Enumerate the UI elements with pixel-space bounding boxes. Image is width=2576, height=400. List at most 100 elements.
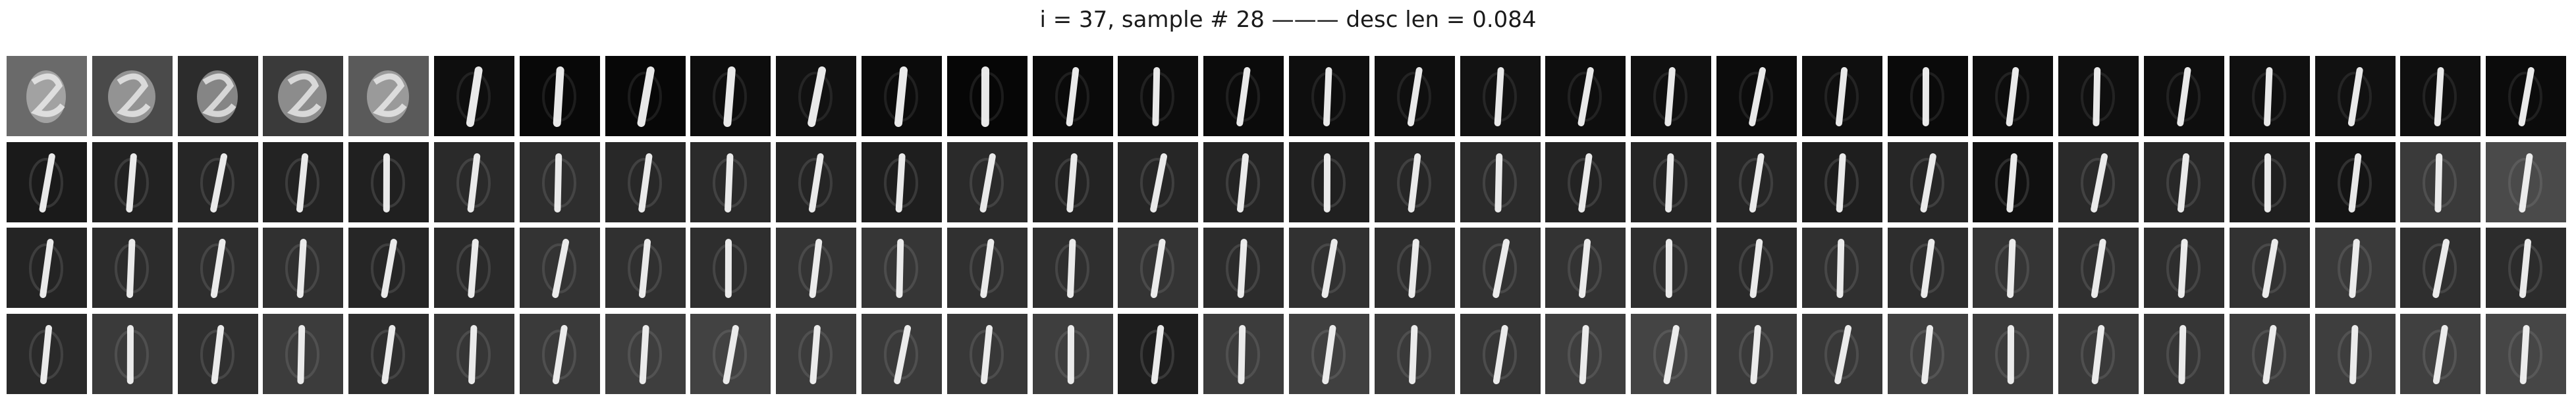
digit-stroke [2349, 325, 2359, 384]
digit-tile [1973, 142, 2053, 222]
digit-image [690, 314, 771, 394]
digit-image [1631, 228, 1711, 308]
digit-image [1888, 314, 1968, 394]
digit-image [1289, 142, 1369, 222]
digit-image [947, 56, 1028, 136]
digit-tile [178, 142, 258, 222]
digit-stroke [639, 325, 649, 384]
digit-tile [862, 314, 942, 394]
digit-stroke [116, 73, 151, 117]
digit-image [776, 314, 856, 394]
digit-image [1118, 142, 1198, 222]
digit-tile [1460, 228, 1541, 308]
digit-stroke [979, 153, 996, 213]
digit-stroke [809, 325, 821, 384]
digit-image [348, 314, 429, 394]
digit-tile [1888, 228, 1968, 308]
digit-tile [2144, 228, 2224, 308]
digit-tile [348, 56, 429, 136]
digit-tile [1289, 228, 1369, 308]
digit-tile [1460, 314, 1541, 394]
digit-tile [2315, 314, 2396, 394]
digit-stroke [1408, 153, 1421, 213]
digit-image [2315, 142, 2396, 222]
digit-tile [605, 56, 686, 136]
digit-image [605, 56, 686, 136]
digit-image [2058, 314, 2139, 394]
digit-stroke [1494, 153, 1503, 213]
digit-stroke [1067, 239, 1076, 298]
digit-image [7, 56, 87, 136]
digit-tile [92, 56, 173, 136]
digit-image [1973, 56, 2053, 136]
digit-image [520, 228, 600, 308]
digit-image [2486, 142, 2566, 222]
digit-image [862, 56, 942, 136]
digit-tile [2230, 228, 2310, 308]
digit-tile [1033, 314, 1113, 394]
digit-stroke [1577, 67, 1594, 126]
digit-stroke [211, 325, 225, 384]
digit-image [690, 56, 771, 136]
digit-stroke [2432, 239, 2450, 298]
digit-stroke [210, 239, 226, 298]
digit-tile [1203, 314, 1284, 394]
digit-stroke [1578, 153, 1593, 213]
digit-image [520, 142, 600, 222]
digit-image [520, 314, 600, 394]
digit-tile [947, 314, 1028, 394]
digit-image [1289, 56, 1369, 136]
digit-stroke [809, 239, 823, 298]
digit-stroke [287, 73, 321, 117]
digit-image [776, 142, 856, 222]
digit-tile [2230, 142, 2310, 222]
digit-tile [2400, 314, 2480, 394]
digit-image [1460, 56, 1541, 136]
digit-stroke [30, 73, 65, 117]
digit-tile [690, 314, 771, 394]
digit-stroke [2178, 325, 2187, 384]
digit-tile [1802, 56, 1882, 136]
digit-stroke [126, 153, 137, 213]
digit-image [348, 142, 429, 222]
digit-stroke [466, 66, 483, 127]
digit-image [1888, 228, 1968, 308]
digit-stroke [372, 73, 407, 117]
digit-stroke [1236, 67, 1251, 126]
digit-tile [1802, 142, 1882, 222]
digit-stroke [1836, 67, 1848, 126]
digit-tile [92, 314, 173, 394]
digit-tile [348, 142, 429, 222]
digit-tile [1545, 228, 1626, 308]
digit-tile [7, 314, 87, 394]
digit-image [1716, 228, 1797, 308]
digit-tile [1716, 314, 1797, 394]
digit-image [1716, 142, 1797, 222]
digit-stroke [2349, 239, 2360, 298]
digit-stroke [980, 239, 995, 298]
digit-image [1802, 142, 1882, 222]
digit-stroke [2262, 239, 2278, 298]
digit-tile [1289, 314, 1369, 394]
digit-tile [520, 142, 600, 222]
digit-tile [1545, 56, 1626, 136]
digit-tile [947, 56, 1028, 136]
digit-stroke [808, 66, 826, 127]
digit-image [434, 228, 514, 308]
digit-image [348, 56, 429, 136]
digit-stroke [202, 73, 236, 117]
digit-image [605, 142, 686, 222]
digit-tile [947, 142, 1028, 222]
digit-tile [434, 56, 514, 136]
digit-tile [1375, 228, 1455, 308]
digit-image [690, 142, 771, 222]
digit-tile [1460, 56, 1541, 136]
digit-image [1118, 314, 1198, 394]
digit-image [690, 228, 771, 308]
digit-image [605, 314, 686, 394]
digit-tile [2400, 56, 2480, 136]
digit-stroke [2347, 67, 2363, 126]
digit-image [1545, 228, 1626, 308]
digit-image [2315, 228, 2396, 308]
digit-stroke [1322, 325, 1336, 384]
